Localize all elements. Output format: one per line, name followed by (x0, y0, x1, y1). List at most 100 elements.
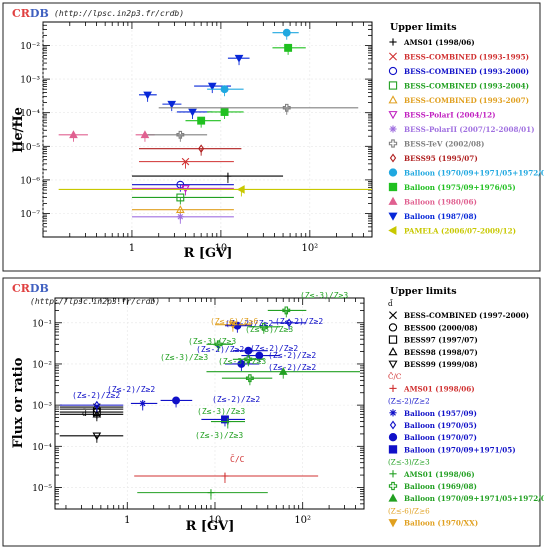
legend-entry: AMS01 (1998/06) (389, 470, 475, 479)
point-annotation: (Z≤-2)/Z≥2 (275, 317, 323, 326)
point-marker (221, 472, 229, 480)
point-marker (237, 360, 246, 368)
point-annotation: (Z≤-3)/Z≥3 (160, 353, 208, 362)
y-tick-label: 10⁻⁴ (20, 109, 40, 119)
legend-entry: BESS-TeV (2002/08) (388, 139, 484, 149)
y-tick-label: 10⁻⁶ (20, 176, 40, 186)
point-marker (69, 130, 78, 139)
point-marker (176, 213, 184, 221)
point-marker (172, 396, 181, 405)
data-point (207, 108, 244, 119)
bottom-legend: Upper limits d̄ BESS-COMBINED (1997-2000)… (388, 286, 544, 528)
point-marker (278, 367, 288, 375)
legend-label: AMS01 (1998/06) (403, 470, 475, 479)
top-legend: Upper limits AMS01 (1998/06) BESS-COMBINE… (388, 22, 544, 236)
legend-label: (Z≤-3)/Z≥3 (388, 458, 430, 467)
top-data-points (58, 28, 372, 224)
data-point (272, 28, 299, 40)
legend-marker (388, 481, 398, 491)
point-marker (236, 185, 245, 194)
point-marker (188, 108, 197, 117)
data-point (201, 415, 246, 427)
point-marker (214, 340, 223, 349)
point-marker (92, 432, 102, 441)
legend-label: Balloon (1970/XX) (404, 519, 478, 528)
bottom-grid (55, 298, 364, 509)
point-marker (282, 28, 291, 37)
point-marker (220, 85, 229, 94)
legend-entry: (Z≤-3)/Z≥3 (388, 458, 430, 467)
legend-entry: d̄ (388, 298, 393, 308)
legend-label: BESS-TeV (2002/08) (404, 140, 484, 149)
legend-marker (388, 323, 398, 332)
legend-marker (389, 38, 397, 46)
point-annotation: C̄/C (230, 454, 245, 464)
legend-label: BESS-COMBINED (1993-2000) (404, 67, 529, 76)
data-point (210, 418, 246, 429)
point-annotation: (Z≤-3)/Z≥3 (195, 431, 243, 440)
legend-marker (388, 111, 398, 120)
legend-label: BESS-COMBINED (1993-2007) (404, 96, 529, 105)
legend-label: Balloon (1970/07) (404, 433, 477, 442)
legend-label: BESS-COMBINED (1993-2004) (404, 82, 529, 91)
data-point (58, 130, 88, 142)
legend-marker (389, 384, 397, 392)
point-marker (92, 409, 102, 418)
data-point (272, 318, 307, 330)
data-point (207, 85, 244, 97)
legend-entry: BESS-PolarII (2007/12-2008/01) (389, 125, 534, 134)
legend-marker (389, 470, 397, 478)
point-marker (224, 172, 232, 180)
x-tick-label: 10 (215, 243, 228, 254)
point-annotation: d̄ (82, 407, 87, 418)
y-tick-label: 10⁻⁷ (20, 210, 40, 220)
data-point (59, 409, 124, 422)
point-marker (245, 374, 254, 383)
x-tick-label: 10² (301, 243, 318, 254)
point-annotation: (Z≤-3)/Z≥3 (197, 407, 245, 416)
legend-entry: BESS99 (1999/08) (388, 360, 478, 369)
point-marker (282, 103, 291, 112)
y-tick-label: 10⁻⁵ (32, 484, 52, 494)
crdb-url[interactable]: (http://lpsc.in2p3.fr/crdb) (54, 9, 184, 18)
legend-marker (388, 196, 398, 205)
point-marker (167, 100, 177, 109)
data-point (224, 321, 252, 333)
legend-label: (Z≤-6)/Z≥6 (388, 506, 430, 515)
data-point (130, 400, 158, 411)
legend-label: BESS00 (2000/08) (404, 323, 478, 332)
point-marker (286, 318, 293, 328)
legend-label: BESS-PolarII (2007/12-2008/01) (404, 125, 534, 134)
legend-label: PAMELA (2006/07-2009/12) (404, 227, 516, 236)
point-marker (234, 54, 244, 63)
y-tick-label: 10⁻³ (20, 76, 40, 86)
data-point (138, 144, 242, 156)
data-point (272, 43, 306, 55)
legend-marker (388, 347, 398, 356)
point-marker (220, 108, 229, 116)
legend-label: BESS97 (1997/07) (404, 336, 478, 345)
y-tick-label: 10⁻³ (32, 402, 52, 412)
bottom-annotations: (Z≤-3)/Z≥3(Z≤-2)/Z≥2(Z≤-6)/Z≥6 (Z≤-2)/Z≥2… (72, 291, 348, 464)
legend-label: Balloon (1969/08) (404, 482, 477, 491)
data-point (131, 193, 234, 205)
point-annotation: (Z≤-2)/Z≥2 (225, 319, 273, 328)
legend-label: Balloon (1970/09+1971/05) (404, 445, 516, 454)
point-annotation: (Z≤-2)/Z≥2 (250, 344, 298, 353)
bottom-data-points (59, 306, 360, 500)
legend-entry: Balloon (1970/07) (388, 433, 477, 442)
legend-entry: Balloon (1970/XX) (388, 519, 478, 528)
legend-label: Balloon (1987/08) (404, 212, 477, 221)
data-point (160, 396, 193, 408)
legend-marker (389, 420, 397, 430)
bottom-axis-ticks: 1 10 10² 10⁻⁵ 10⁻⁴ 10⁻³ 10⁻² 10⁻¹ (32, 297, 365, 526)
legend-marker (388, 81, 398, 90)
data-point (206, 340, 233, 352)
point-annotation: (Z≤-2)/Z≥2 (268, 363, 316, 372)
data-point (59, 400, 124, 413)
crdb-url[interactable]: (http://lpsc.in2p3.fr/crdb) (30, 297, 160, 306)
legend-label: BESS-COMBINED (1993-1995) (404, 53, 529, 62)
data-point (185, 116, 221, 128)
legend-marker (388, 212, 398, 221)
